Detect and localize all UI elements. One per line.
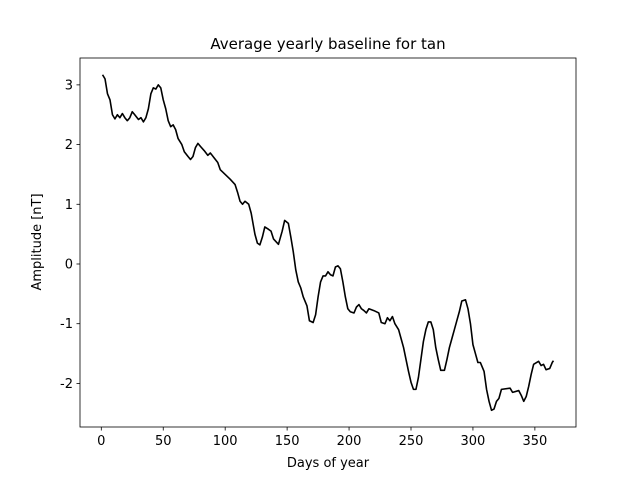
x-tick-label: 250: [399, 434, 424, 449]
x-tick-label: 50: [155, 434, 172, 449]
data-line: [101, 74, 555, 412]
y-tick-label: 2: [65, 138, 73, 153]
y-tick-label: 3: [65, 78, 73, 93]
chart-title: Average yearly baseline for tan: [210, 35, 445, 53]
x-axis-label: Days of year: [287, 456, 370, 471]
y-tick-label: 0: [65, 257, 73, 272]
y-tick-label: 1: [65, 198, 73, 213]
plot-frame: [79, 57, 577, 428]
x-tick-label: 100: [213, 434, 238, 449]
x-tick-label: 0: [97, 434, 105, 449]
y-axis-label: Amplitude [nT]: [30, 193, 45, 290]
x-tick-label: 150: [275, 434, 300, 449]
x-tick-label: 300: [461, 434, 486, 449]
x-tick-label: 200: [337, 434, 362, 449]
y-tick-label: -2: [60, 377, 73, 392]
y-tick-label: -1: [60, 317, 73, 332]
x-tick-label: 350: [522, 434, 547, 449]
